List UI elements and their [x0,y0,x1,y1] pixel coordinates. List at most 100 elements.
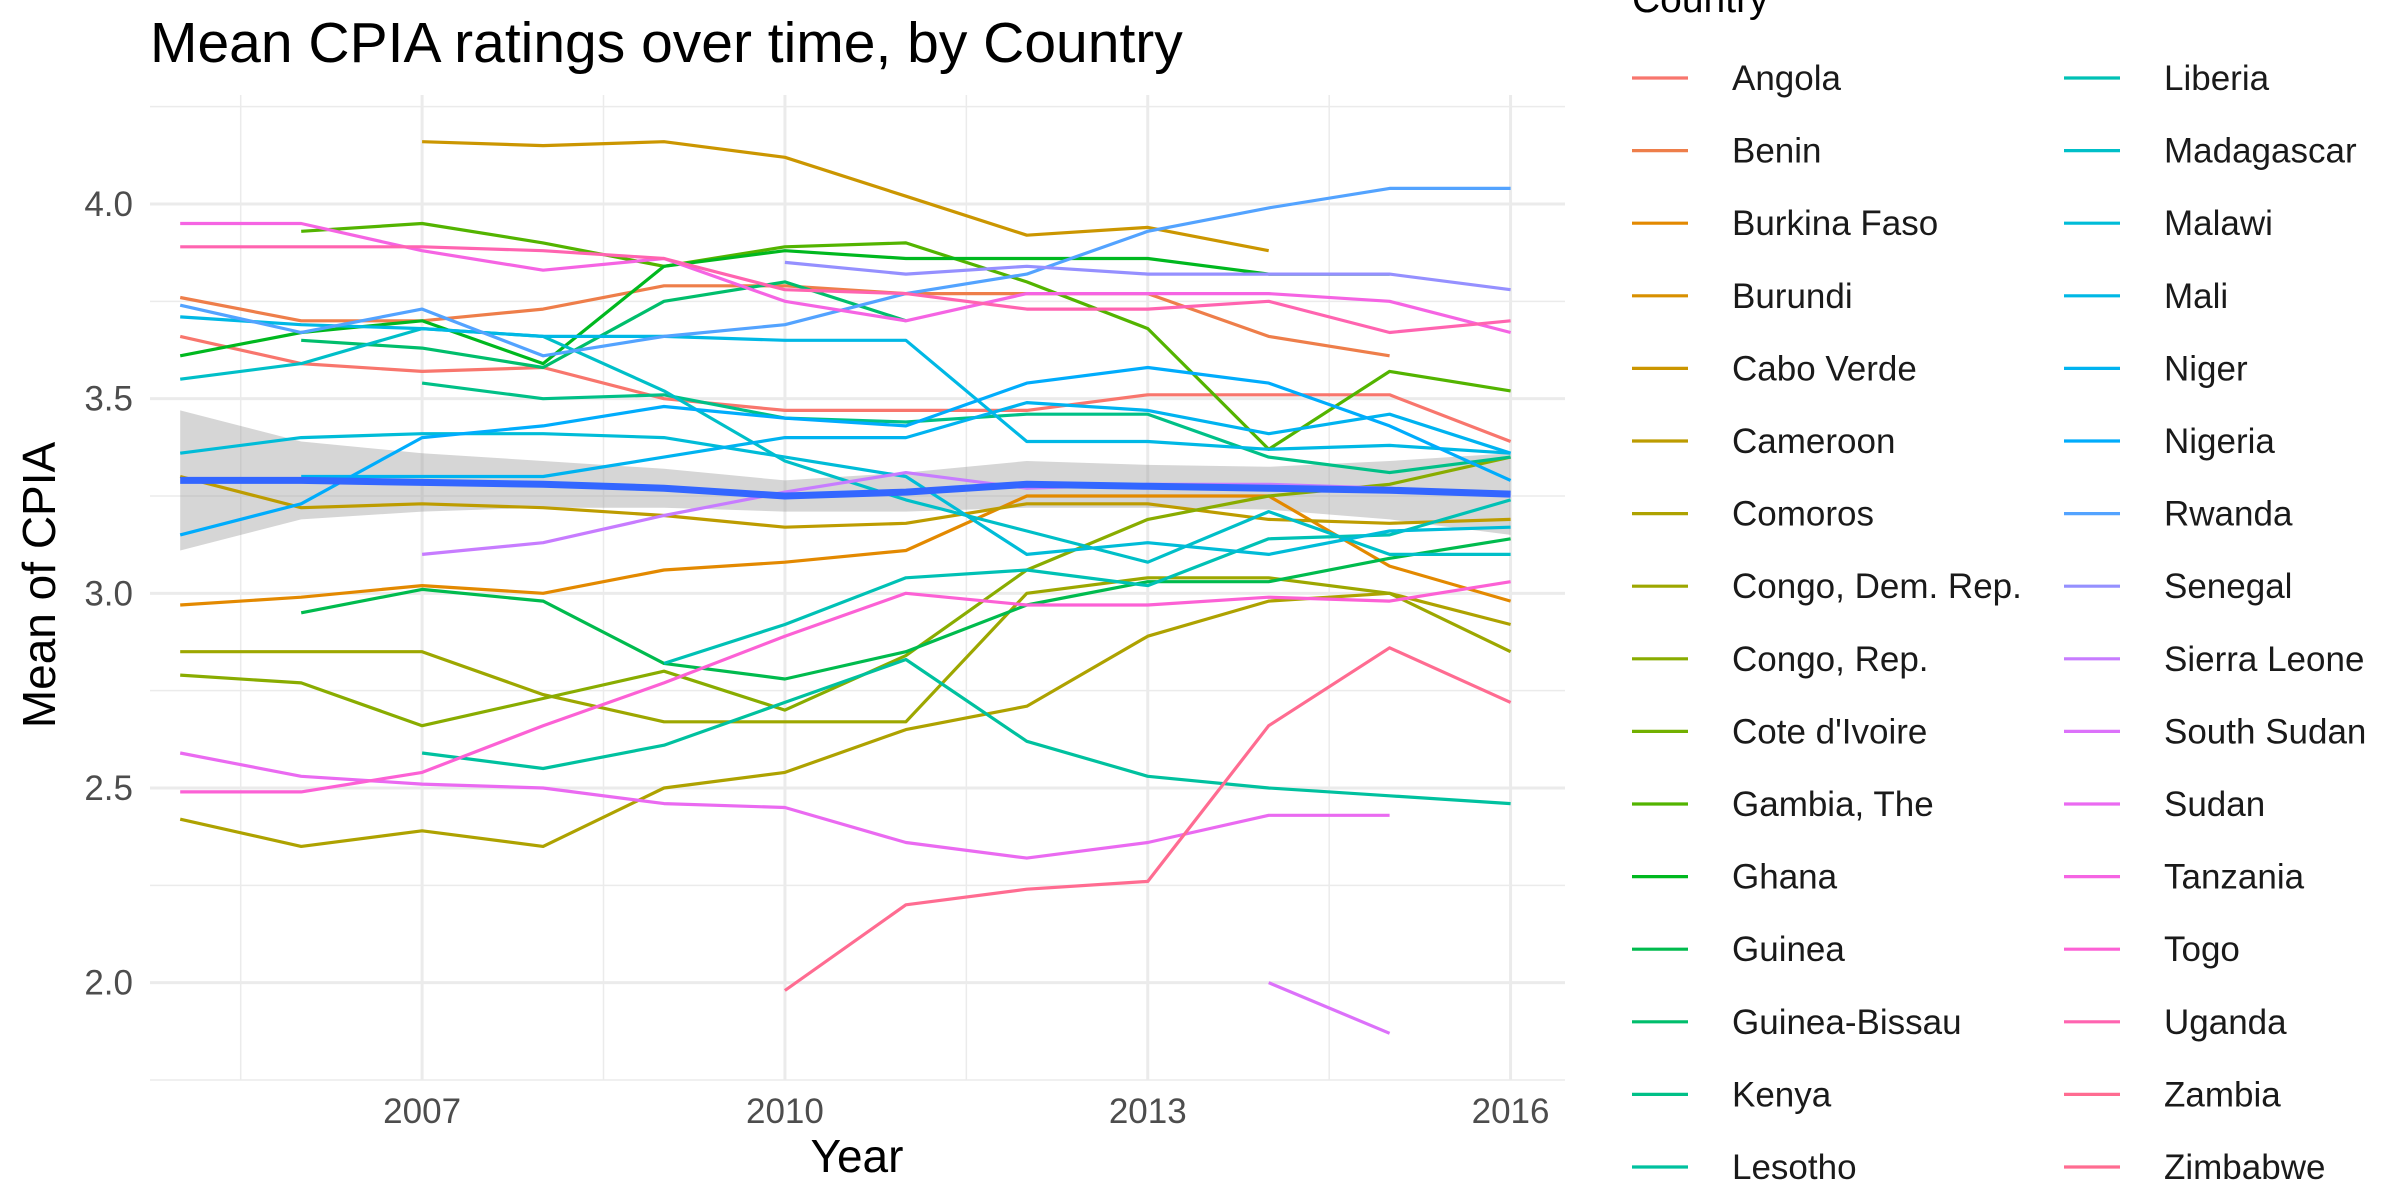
legend-item: Sudan [2064,785,2265,824]
smooth-trend-line [180,476,1511,500]
legend-item: Niger [2064,349,2248,388]
series-line-comoros [179,591,1511,848]
legend-title: Country [1632,0,1769,21]
legend-label: Liberia [2164,59,2270,98]
series-line-madagascar [179,327,1511,564]
legend-item: Rwanda [2064,495,2293,534]
legend: Country Angola Benin Burkina Faso Burundi Ca… [1632,0,2366,1187]
legend-label: Burkina Faso [1732,204,1938,243]
legend-label: Burundi [1732,277,1853,316]
legend-label: Rwanda [2164,495,2293,534]
legend-label: Guinea [1732,930,1845,969]
legend-label: Kenya [1732,1075,1832,1114]
legend-item: Zimbabwe [2064,1148,2325,1187]
legend-label: Benin [1732,132,1822,171]
plot-grid [150,95,1565,1081]
series-line-angola [179,334,1512,443]
legend-item: Guinea-Bissau [1632,1003,1962,1042]
legend-item: Liberia [2064,59,2270,98]
legend-label: Lesotho [1732,1148,1857,1187]
series-line-rwanda [179,186,1511,358]
legend-item: South Sudan [2064,712,2366,751]
series-line-malawi [179,432,1511,556]
legend-label: Nigeria [2164,422,2275,461]
x-tick-label: 2013 [1109,1092,1187,1131]
series-line-senegal [784,260,1511,292]
series-line-guinea [300,537,1511,681]
legend-label: Cameroon [1732,422,1895,461]
legend-label: Malawi [2164,204,2273,243]
series-line-lesotho [421,657,1511,806]
legend-item: Malawi [2064,204,2273,243]
legend-item: Gambia, The [1632,785,1934,824]
series-line-guinea-bissau [301,280,907,370]
series-line-zimbabwe [783,646,1512,992]
legend-label: Cote d'Ivoire [1732,712,1927,751]
x-tick-label: 2010 [746,1092,824,1131]
y-tick-label: 3.0 [84,574,133,613]
series-line-togo [180,580,1511,794]
legend-label: Cabo Verde [1732,349,1917,388]
legend-item: Cameroon [1632,422,1895,461]
legend-item: Cote d'Ivoire [1632,712,1927,751]
y-tick-label: 4.0 [84,185,133,224]
legend-item: Cabo Verde [1632,349,1917,388]
legend-item: Burundi [1632,277,1853,316]
series-line-congo-dem-rep- [180,576,1512,724]
legend-item: Togo [2064,930,2240,969]
legend-label: Uganda [2164,1003,2287,1042]
x-tick-label: 2007 [383,1092,461,1131]
legend-item: Zambia [2064,1075,2281,1114]
series-lines [179,140,1512,1035]
legend-label: Angola [1732,59,1842,98]
legend-label: Senegal [2164,567,2292,606]
y-tick-label: 2.0 [84,964,133,1003]
legend-label: Sudan [2164,785,2265,824]
series-line-nigeria [179,365,1512,537]
legend-item: Sierra Leone [2064,640,2364,679]
legend-item: Benin [1632,132,1822,171]
legend-label: Mali [2164,277,2228,316]
chart-title: Mean CPIA ratings over time, by Country [150,11,1183,75]
legend-item: Tanzania [2064,858,2305,897]
series-line-south-sudan [1268,981,1391,1035]
series-line-congo-rep- [180,455,1511,728]
legend-item: Ghana [1632,858,1838,897]
x-axis-title: Year [811,1130,904,1182]
legend-label: Niger [2164,349,2248,388]
y-axis-title: Mean of CPIA [13,442,65,729]
legend-label: Sierra Leone [2164,640,2364,679]
legend-label: South Sudan [2164,712,2366,751]
series-line-burkina-faso [180,494,1512,607]
x-tick-label: 2016 [1472,1092,1550,1131]
legend-label: Congo, Dem. Rep. [1732,567,2022,606]
smooth-line [180,476,1511,500]
legend-item: Burkina Faso [1632,204,1938,243]
legend-label: Togo [2164,930,2240,969]
y-tick-label: 2.5 [84,769,133,808]
axis-ticks: 2007 2010 2013 2016 2.0 2.5 3.0 3.5 4.0 [84,185,1549,1131]
series-line-niger [301,401,1512,479]
legend-label: Zimbabwe [2164,1148,2325,1187]
legend-item: Senegal [2064,567,2292,606]
legend-item: Kenya [1632,1075,1832,1114]
legend-item: Congo, Dem. Rep. [1632,567,2022,606]
legend-label: Guinea-Bissau [1732,1003,1962,1042]
legend-label: Madagascar [2164,132,2357,171]
series-line-gambia-the [301,221,1511,451]
series-line-uganda [180,245,1511,335]
legend-item: Congo, Rep. [1632,640,1929,679]
series-line-mali [180,315,1511,455]
legend-item: Madagascar [2064,132,2357,171]
series-line-cabo-verde [422,140,1270,253]
legend-item: Lesotho [1632,1148,1857,1187]
series-line-kenya [421,381,1511,475]
legend-item: Mali [2064,277,2228,316]
legend-label: Comoros [1732,495,1874,534]
legend-item: Uganda [2064,1003,2287,1042]
legend-item: Angola [1632,59,1842,98]
y-tick-label: 3.5 [84,380,133,419]
legend-label: Tanzania [2164,858,2305,897]
series-line-ghana [179,249,1390,366]
